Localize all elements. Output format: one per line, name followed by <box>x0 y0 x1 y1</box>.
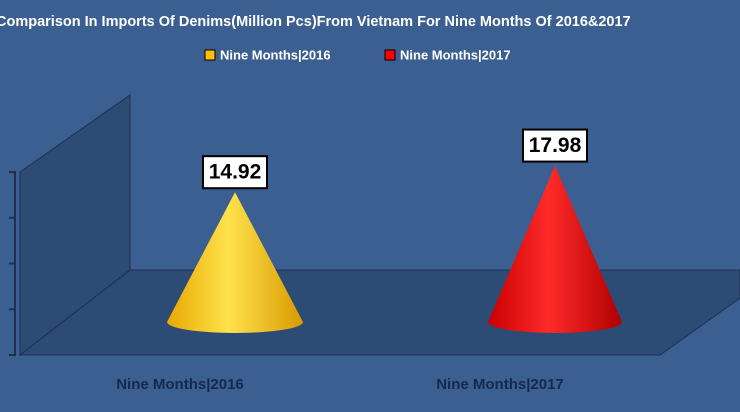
value-label-box <box>202 155 268 190</box>
cone <box>167 192 303 333</box>
x-tick-label: Nine Months|2017 <box>436 376 564 393</box>
value-label: 17.98 <box>529 134 582 157</box>
x-tick-label: Nine Months|2016 <box>116 376 244 393</box>
legend-swatch <box>384 49 396 61</box>
value-label-box <box>522 128 588 163</box>
cone <box>488 165 622 333</box>
legend-swatch <box>204 49 216 61</box>
legend-label: Nine Months|2016 <box>220 47 331 62</box>
chart-title: Comparison In Imports Of Denims(Million … <box>0 14 631 30</box>
value-label: 14.92 <box>209 161 262 184</box>
legend-label: Nine Months|2017 <box>400 47 511 62</box>
floor <box>18 269 740 356</box>
